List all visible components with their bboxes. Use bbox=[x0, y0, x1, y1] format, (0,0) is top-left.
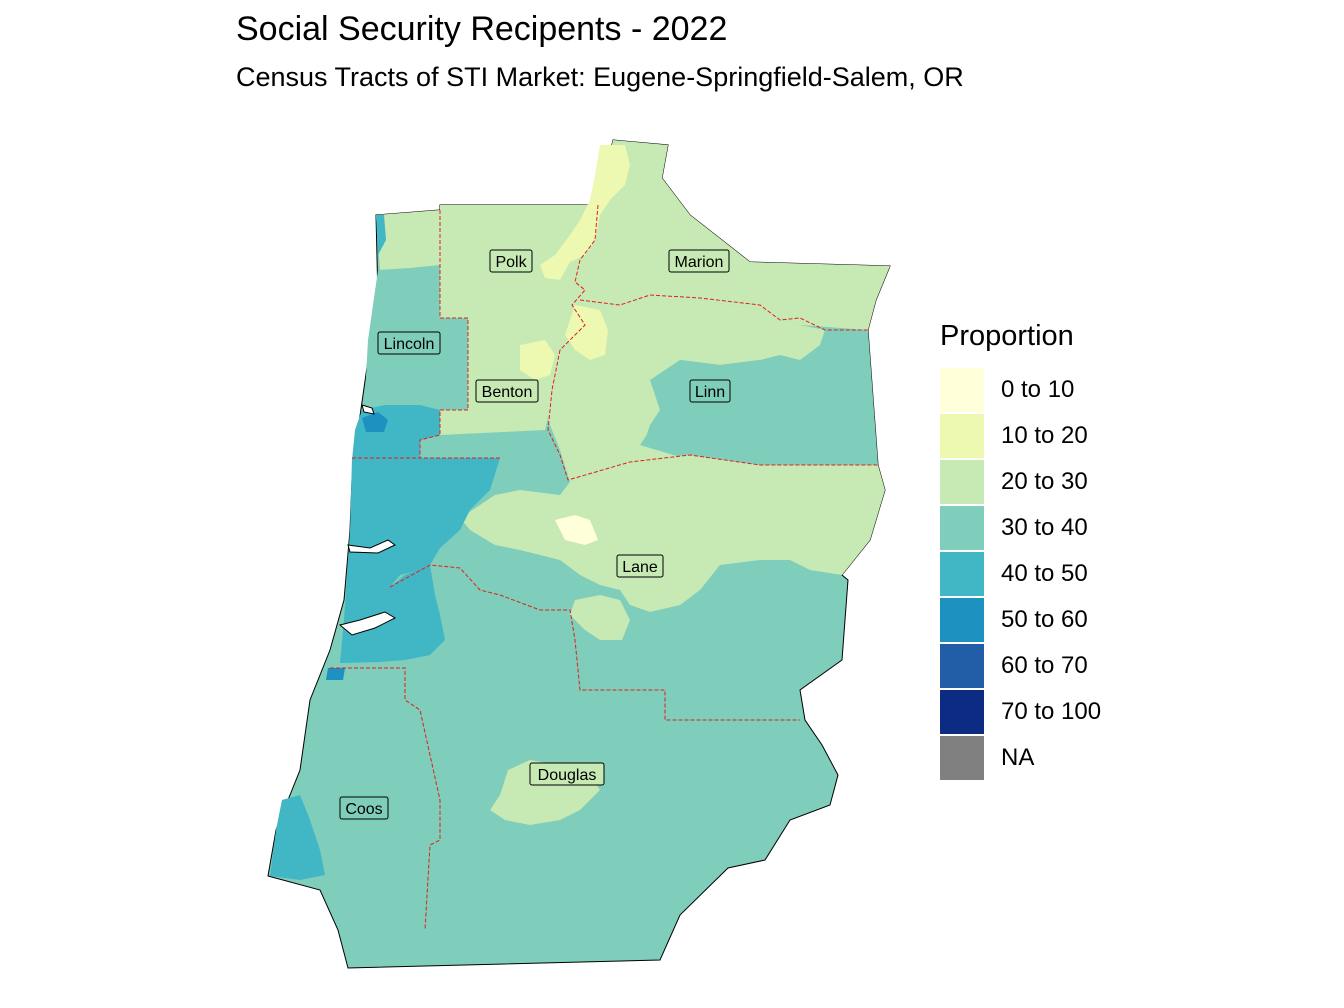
county-label-polk: Polk bbox=[489, 249, 533, 273]
region-lincoln-top bbox=[376, 215, 386, 255]
svg-text:Coos: Coos bbox=[345, 801, 382, 818]
map-title: Social Security Recipents - 2022 bbox=[236, 10, 728, 48]
svg-text:Lincoln: Lincoln bbox=[384, 336, 435, 353]
region-eugene-urban bbox=[555, 515, 598, 545]
legend-swatch bbox=[940, 598, 984, 642]
legend-item: NA bbox=[940, 735, 1101, 781]
legend-item: 0 to 10 bbox=[940, 367, 1101, 413]
legend-swatch bbox=[940, 736, 984, 780]
legend-swatch bbox=[940, 506, 984, 550]
legend-label: 0 to 10 bbox=[1001, 376, 1075, 403]
county-label-linn: Linn bbox=[689, 379, 731, 403]
region-lane-coast bbox=[346, 458, 500, 590]
region-waldport bbox=[362, 412, 388, 432]
county-boundaries bbox=[330, 204, 878, 931]
svg-text:Lane: Lane bbox=[622, 559, 658, 576]
county-label-benton: Benton bbox=[475, 379, 539, 403]
legend-swatch bbox=[940, 690, 984, 734]
region-corvallis-urban bbox=[520, 340, 555, 380]
legend-item: 10 to 20 bbox=[940, 413, 1101, 459]
map-subtitle: Census Tracts of STI Market: Eugene-Spri… bbox=[236, 62, 964, 92]
legend-label: 30 to 40 bbox=[1001, 514, 1088, 541]
county-label-marion: Marion bbox=[668, 249, 730, 273]
legend-item: 60 to 70 bbox=[940, 643, 1101, 689]
legend: Proportion 0 to 10 10 to 20 20 to 30 30 to … bbox=[940, 320, 1101, 781]
legend-label: 20 to 30 bbox=[1001, 468, 1088, 495]
region-linn-east bbox=[645, 330, 878, 465]
svg-text:Polk: Polk bbox=[495, 254, 527, 271]
region-douglas-coast bbox=[340, 565, 445, 663]
svg-text:Douglas: Douglas bbox=[538, 767, 597, 784]
svg-text:Marion: Marion bbox=[675, 254, 724, 271]
legend-swatch bbox=[940, 414, 984, 458]
svg-text:Linn: Linn bbox=[695, 384, 725, 401]
legend-label: 60 to 70 bbox=[1001, 652, 1088, 679]
region-lane-east bbox=[460, 455, 885, 612]
svg-text:Benton: Benton bbox=[482, 384, 533, 401]
legend-label: NA bbox=[1001, 744, 1035, 771]
region-coast-north bbox=[376, 210, 440, 270]
legend-swatch bbox=[940, 552, 984, 596]
county-label-douglas: Douglas bbox=[529, 762, 605, 786]
region-albany-urban bbox=[565, 305, 608, 360]
legend-label: 40 to 50 bbox=[1001, 560, 1088, 587]
legend-item: 20 to 30 bbox=[940, 459, 1101, 505]
region-coos-coast bbox=[270, 795, 325, 880]
county-label-lane: Lane bbox=[616, 554, 664, 578]
legend-item: 50 to 60 bbox=[940, 597, 1101, 643]
county-label-coos: Coos bbox=[339, 796, 389, 820]
coastal-inlets bbox=[338, 404, 397, 636]
county-labels: Polk Marion Lincoln Benton Linn Lane Dou… bbox=[339, 249, 731, 820]
legend-items: 0 to 10 10 to 20 20 to 30 30 to 40 40 to 50 5… bbox=[940, 367, 1101, 781]
region-coos-bay bbox=[326, 668, 345, 680]
legend-item: 70 to 100 bbox=[940, 689, 1101, 735]
region-lane-lobe bbox=[570, 595, 630, 640]
region-salem-urban bbox=[540, 145, 630, 280]
legend-item: 30 to 40 bbox=[940, 505, 1101, 551]
legend-item: 40 to 50 bbox=[940, 551, 1101, 597]
legend-swatch bbox=[940, 460, 984, 504]
legend-swatch bbox=[940, 644, 984, 688]
legend-title: Proportion bbox=[940, 320, 1074, 352]
county-label-lincoln: Lincoln bbox=[377, 331, 441, 355]
legend-swatch bbox=[940, 368, 984, 412]
legend-label: 70 to 100 bbox=[1001, 698, 1102, 725]
region-linn-band bbox=[548, 300, 825, 482]
legend-label: 10 to 20 bbox=[1001, 422, 1088, 449]
legend-label: 50 to 60 bbox=[1001, 606, 1088, 633]
